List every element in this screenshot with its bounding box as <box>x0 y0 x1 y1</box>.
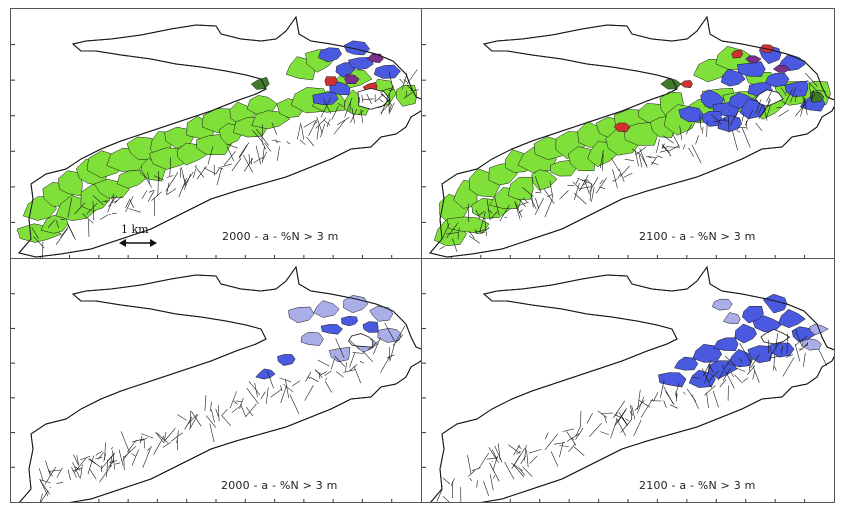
parcel-blue <box>734 323 757 344</box>
vertical-divider <box>421 8 422 503</box>
parcel-blue <box>373 64 401 79</box>
panel-caption: 2000 - a - %N > 3 m <box>222 230 339 243</box>
parcel-green <box>116 169 147 189</box>
parcel-blue <box>362 321 379 333</box>
parcel-light-blue <box>288 306 315 324</box>
parcel-blue <box>318 47 343 63</box>
valley-outline-stroke <box>18 15 421 258</box>
parcel-blue <box>727 348 753 368</box>
parcel-blue <box>737 61 766 77</box>
map-panel-2100-bottom: 2100 - a - %N > 3 m <box>422 259 834 502</box>
parcel-blue <box>742 305 764 324</box>
parcel-light-blue <box>328 346 351 363</box>
parcel-light-blue <box>300 331 324 346</box>
parcel-green <box>507 176 534 201</box>
parcel-blue <box>688 369 716 388</box>
parcel-boundaries <box>38 322 406 502</box>
scale-bar-label: 1 km <box>121 223 149 236</box>
parcel-purple <box>772 64 790 73</box>
valley-outline-stroke <box>430 265 834 502</box>
map-panel-2000-top: 2000 - a - %N > 3 m 1 km <box>11 9 421 258</box>
parcel-red <box>324 76 338 86</box>
map-panel-2000-bottom: 2000 - a - %N > 3 m <box>11 259 421 502</box>
parcel-blue <box>721 68 746 87</box>
parcel-boundaries <box>439 72 826 252</box>
parcel-red <box>731 49 744 59</box>
parcel-light-blue <box>343 295 369 314</box>
parcel-boundaries <box>436 328 828 502</box>
parcel-white <box>348 333 374 348</box>
parcel-light-blue <box>723 312 741 324</box>
parcel-green <box>567 146 595 172</box>
parcel-red <box>613 122 631 133</box>
map-svg <box>11 15 421 258</box>
parcel-purple <box>745 55 762 64</box>
parcel-light-blue <box>801 338 822 351</box>
parcel-blue <box>312 91 339 106</box>
parcel-light-blue <box>313 300 340 318</box>
parcel-dark-green <box>809 90 825 103</box>
parcel-green <box>251 110 291 130</box>
parcel-blue <box>765 72 790 88</box>
map-svg <box>11 265 421 502</box>
scale-bar-arrow-icon <box>119 239 157 247</box>
parcel-blue <box>674 356 699 371</box>
parcel-blue <box>700 111 722 127</box>
parcel-purple <box>366 53 384 64</box>
parcel-green <box>446 216 490 234</box>
panel-caption: 2100 - a - %N > 3 m <box>639 479 756 492</box>
parcel-light-blue <box>377 328 402 343</box>
map-svg <box>422 15 834 258</box>
map-grid <box>10 8 835 503</box>
parcel-blue <box>320 324 343 335</box>
valley-outline-stroke <box>429 15 834 258</box>
map-panel-2100-top: 2100 - a - %N > 3 m <box>422 9 834 258</box>
parcel-red <box>680 80 693 89</box>
parcel-blue <box>341 315 358 327</box>
horizontal-divider <box>10 258 835 259</box>
parcel-blue <box>778 309 806 329</box>
parcel-blue <box>343 40 371 56</box>
parcel-blue <box>747 345 773 364</box>
scale-bar: 1 km <box>115 223 165 253</box>
parcel-blue <box>277 354 296 366</box>
parcel-light-blue <box>369 305 394 322</box>
panel-caption: 2000 - a - %N > 3 m <box>221 479 338 492</box>
parcel-light-blue <box>711 298 733 311</box>
parcel-blue <box>678 106 704 123</box>
parcel-blue <box>713 337 739 352</box>
parcel-blue <box>762 293 788 314</box>
panel-caption: 2100 - a - %N > 3 m <box>639 230 756 243</box>
parcel-purple <box>344 73 360 85</box>
parcel-boundaries <box>31 69 419 258</box>
parcel-blue <box>717 115 742 133</box>
parcel-blue <box>347 57 374 70</box>
map-svg <box>422 265 834 502</box>
valley-outline-stroke <box>19 265 421 502</box>
